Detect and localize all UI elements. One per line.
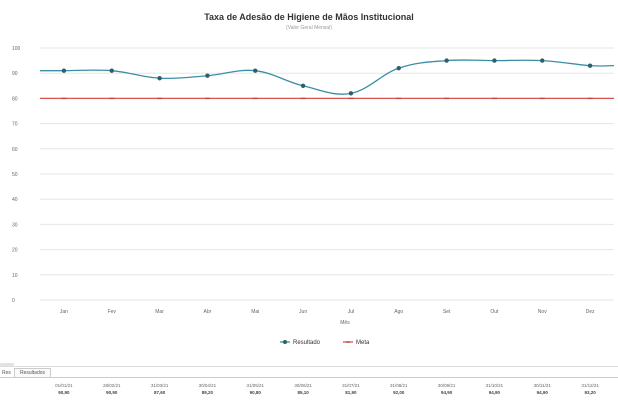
table-cell: 31/08/21 92,00 xyxy=(377,382,421,396)
grid xyxy=(40,47,614,301)
tab-resultados[interactable]: Resultados xyxy=(14,368,52,377)
y-tick-label: 50 xyxy=(12,172,18,178)
cell-date: 30/06/21 xyxy=(294,383,312,388)
cell-value: 94,90 xyxy=(488,390,501,395)
x-tick-label: Mai xyxy=(251,309,259,315)
cell-date: 31/10/21 xyxy=(485,383,504,388)
cell-date: 31/07/21 xyxy=(342,383,360,388)
cell-value: 81,90 xyxy=(345,390,357,395)
x-tick-label: Jun xyxy=(299,309,307,315)
table-cell: 31/05/21 90,80 xyxy=(233,382,277,396)
table-cell: 01/01/21 90,90 xyxy=(42,382,86,396)
y-tick-label: 10 xyxy=(12,273,18,279)
cell-date: 28/02/21 xyxy=(102,383,121,388)
x-tick-label: Mar xyxy=(155,309,164,315)
y-axis-ticks: 0 10 20 30 40 50 60 70 80 90 100 xyxy=(12,46,21,304)
cell-value: 89,20 xyxy=(201,390,214,395)
data-point[interactable] xyxy=(444,58,449,63)
cell-date: 31/03/21 xyxy=(150,383,169,388)
data-point[interactable] xyxy=(205,73,210,78)
cell-value: 85,10 xyxy=(297,390,309,395)
cell-value: 90,90 xyxy=(106,390,118,395)
x-tick-label: Fev xyxy=(108,309,117,315)
x-tick-label: Ago xyxy=(394,309,403,315)
panel-divider xyxy=(0,366,618,367)
cell-date: 30/04/21 xyxy=(198,383,217,388)
x-tick-label: Dez xyxy=(586,309,595,315)
cell-value: 90,80 xyxy=(249,390,261,395)
chart-container: Taxa de Adesão de Higiene de Mãos Instit… xyxy=(12,12,615,346)
x-tick-label: Abr xyxy=(204,309,212,315)
data-point[interactable] xyxy=(61,68,67,73)
legend-label: Resultado xyxy=(293,340,321,346)
tab-underline xyxy=(0,377,618,378)
x-axis-title: Mês xyxy=(340,320,350,326)
cell-value: 90,90 xyxy=(58,390,70,395)
x-tick-label: Jan xyxy=(60,309,68,315)
series-line xyxy=(39,59,615,95)
legend-item-meta[interactable]: Meta xyxy=(343,340,370,346)
y-tick-label: 30 xyxy=(12,222,18,228)
y-tick-label: 90 xyxy=(12,71,18,77)
series xyxy=(39,58,615,100)
legend-item-resultado[interactable]: Resultado xyxy=(280,340,321,346)
legend-marker xyxy=(283,340,287,344)
y-tick-label: 60 xyxy=(12,147,18,153)
y-tick-label: 100 xyxy=(12,46,21,52)
legend-label: Meta xyxy=(356,340,370,346)
table-cell: 30/06/21 85,10 xyxy=(281,382,325,396)
table-cell: 31/10/21 94,90 xyxy=(472,382,516,396)
x-tick-label: Out xyxy=(490,309,499,315)
table-cell: 30/11/21 94,90 xyxy=(520,382,564,396)
data-point[interactable] xyxy=(540,58,545,63)
cell-date: 31/08/21 xyxy=(389,383,408,388)
table-cell: 30/04/21 89,20 xyxy=(185,382,229,396)
chart-title: Taxa de Adesão de Higiene de Mãos Instit… xyxy=(204,12,414,22)
table-cell: 31/03/21 87,60 xyxy=(138,382,182,396)
cell-date: 31/05/21 xyxy=(246,383,265,388)
data-point[interactable] xyxy=(492,58,497,63)
row-label: Res xyxy=(2,370,11,376)
cell-value: 92,00 xyxy=(393,390,405,395)
x-tick-label: Set xyxy=(443,309,451,315)
cell-date: 30/09/21 xyxy=(437,383,456,388)
cell-value: 94,90 xyxy=(536,390,548,395)
legend[interactable]: Resultado Meta xyxy=(280,340,370,346)
y-tick-label: 80 xyxy=(12,96,18,102)
cell-date: 01/01/21 xyxy=(55,383,73,388)
y-tick-label: 40 xyxy=(12,197,18,203)
series-resultado xyxy=(39,58,615,96)
line-chart: Taxa de Adesão de Higiene de Mãos Instit… xyxy=(12,12,615,346)
cell-date: 30/11/21 xyxy=(533,383,551,388)
cell-date: 31/12/21 xyxy=(581,383,599,388)
table-cell: 31/07/21 81,90 xyxy=(329,382,373,396)
data-point[interactable] xyxy=(300,83,306,89)
y-tick-label: 20 xyxy=(12,248,18,254)
table-cell: 28/02/21 90,90 xyxy=(90,382,134,396)
table-cell: 30/09/21 94,90 xyxy=(425,382,469,396)
x-tick-label: Nov xyxy=(538,309,547,315)
chart-subtitle: (Valor Geral Mensal) xyxy=(286,25,332,31)
cell-value: 87,60 xyxy=(153,390,166,395)
data-point[interactable] xyxy=(587,63,593,68)
x-axis-ticks: Jan Fev Mar Abr Mai Jun Jul Ago Set Out Nov Dez xyxy=(60,309,595,315)
cell-value: 93,20 xyxy=(584,390,596,395)
data-point[interactable] xyxy=(348,91,354,96)
data-point[interactable] xyxy=(396,65,401,71)
data-point[interactable] xyxy=(157,76,162,81)
data-point[interactable] xyxy=(109,68,114,73)
y-tick-label: 0 xyxy=(12,298,15,304)
table-cell: 31/12/21 93,20 xyxy=(568,382,612,396)
panel-resize-handle[interactable] xyxy=(0,363,14,366)
x-tick-label: Jul xyxy=(348,309,354,315)
y-tick-label: 70 xyxy=(12,122,18,128)
data-table-panel: Res Resultados 01/01/21 90,90 28/02/21 90,9… xyxy=(0,362,618,403)
cell-value: 94,90 xyxy=(440,390,453,395)
data-point[interactable] xyxy=(253,68,258,73)
